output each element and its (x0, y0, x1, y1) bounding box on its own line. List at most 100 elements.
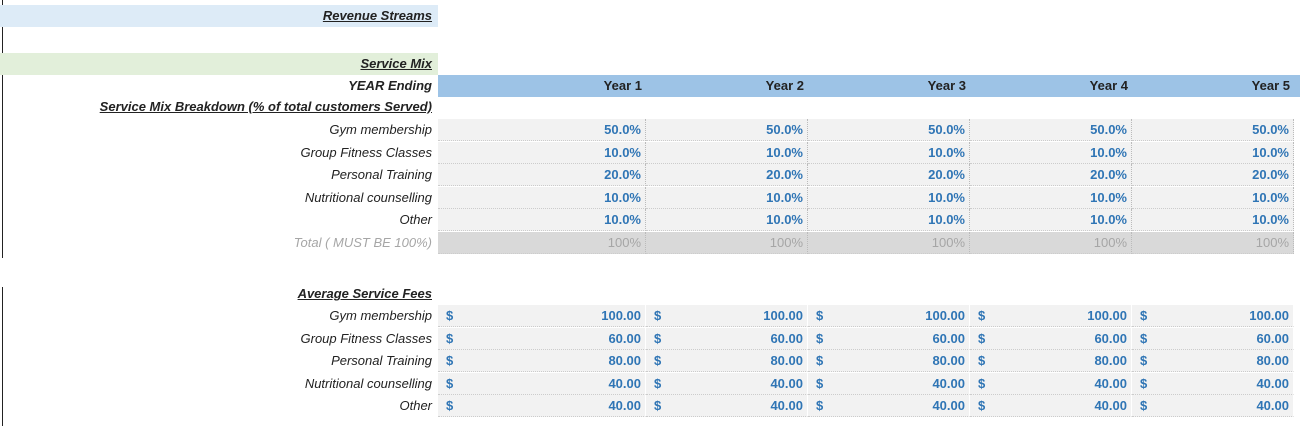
currency-symbol: $ (1140, 375, 1148, 391)
currency-symbol: $ (446, 330, 454, 346)
fee-cell: 40.00 (438, 372, 646, 395)
fee-cell: 40.00 (646, 372, 808, 395)
row-label: Personal Training (331, 167, 432, 183)
fee-cell: 40.00 (808, 395, 970, 418)
percent-cell: 10.0% (646, 209, 808, 232)
currency-symbol: $ (1140, 353, 1148, 369)
currency-symbol: $ (654, 330, 662, 346)
percent-cell: 50.0% (1132, 119, 1294, 141)
percent-cell: 20.0% (438, 164, 646, 187)
percent-cell: 10.0% (646, 186, 808, 209)
fee-cell: 80.00 (808, 350, 970, 373)
currency-symbol: $ (654, 375, 662, 391)
currency-symbol: $ (1140, 398, 1148, 414)
fee-cell: 100.00 (808, 305, 970, 327)
fee-cell: 80.00 (646, 350, 808, 373)
title-band (0, 5, 438, 27)
percent-cell: 50.0% (646, 119, 808, 141)
total-cell: 100% (808, 232, 970, 254)
percent-cell: 20.0% (808, 164, 970, 187)
fee-cell: 60.00 (970, 327, 1132, 350)
currency-symbol: $ (816, 353, 824, 369)
fee-cell: 40.00 (438, 395, 646, 418)
currency-symbol: $ (446, 398, 454, 414)
section-title: Revenue Streams (322, 8, 432, 23)
percent-cell: 10.0% (970, 141, 1132, 164)
currency-symbol: $ (654, 398, 662, 414)
fees-title: Average Service Fees (297, 286, 432, 301)
percent-cell: 10.0% (646, 141, 808, 164)
year-header: Year 4 (1089, 78, 1128, 93)
currency-symbol: $ (654, 308, 662, 323)
breakdown-title: Service Mix Breakdown (% of total custom… (99, 99, 432, 114)
total-cell: 100% (646, 232, 808, 254)
currency-symbol: $ (446, 375, 454, 391)
fee-cell: 40.00 (646, 395, 808, 418)
row-label: Group Fitness Classes (300, 144, 433, 160)
currency-symbol: $ (978, 330, 986, 346)
sheet-border (2, 0, 3, 258)
mix-title: Service Mix (360, 56, 432, 71)
currency-symbol: $ (1140, 330, 1148, 346)
fee-cell: 100.00 (646, 305, 808, 327)
percent-cell: 10.0% (970, 209, 1132, 232)
mix-band (0, 53, 438, 75)
currency-symbol: $ (978, 398, 986, 414)
percent-cell: 10.0% (1132, 141, 1294, 164)
fee-cell: 60.00 (646, 327, 808, 350)
row-label: Nutritional counselling (304, 189, 432, 205)
percent-cell: 20.0% (1132, 164, 1294, 187)
row-label: Other (399, 212, 432, 228)
total-cell: 100% (1132, 232, 1294, 254)
row-label: Nutritional counselling (304, 375, 432, 391)
fee-cell: 100.00 (438, 305, 646, 327)
percent-cell: 50.0% (808, 119, 970, 141)
fee-cell: 40.00 (1132, 395, 1294, 418)
year-header: Year 3 (927, 78, 966, 93)
currency-symbol: $ (446, 308, 454, 323)
year-band (438, 75, 1300, 97)
fee-cell: 80.00 (970, 350, 1132, 373)
fee-cell: 60.00 (1132, 327, 1294, 350)
fee-cell: 40.00 (808, 372, 970, 395)
percent-cell: 50.0% (970, 119, 1132, 141)
total-cell: 100% (970, 232, 1132, 254)
currency-symbol: $ (978, 375, 986, 391)
currency-symbol: $ (978, 353, 986, 369)
percent-cell: 50.0% (438, 119, 646, 141)
currency-symbol: $ (446, 353, 454, 369)
percent-cell: 10.0% (1132, 186, 1294, 209)
fee-cell: 40.00 (970, 395, 1132, 418)
percent-cell: 20.0% (646, 164, 808, 187)
year-header: Year 1 (603, 78, 642, 93)
fee-cell: 60.00 (808, 327, 970, 350)
percent-cell: 20.0% (970, 164, 1132, 187)
row-label: Gym membership (329, 308, 432, 323)
fee-cell: 100.00 (1132, 305, 1294, 327)
sheet-border (2, 287, 3, 426)
year-header: Year 5 (1251, 78, 1290, 93)
percent-cell: 10.0% (438, 209, 646, 232)
percent-cell: 10.0% (438, 141, 646, 164)
fee-cell: 40.00 (970, 372, 1132, 395)
percent-cell: 10.0% (1132, 209, 1294, 232)
fee-cell: 80.00 (438, 350, 646, 373)
row-label: Personal Training (331, 353, 432, 369)
fee-cell: 100.00 (970, 305, 1132, 327)
currency-symbol: $ (1140, 308, 1148, 323)
fee-cell: 40.00 (1132, 372, 1294, 395)
percent-cell: 10.0% (808, 209, 970, 232)
row-label: Other (399, 398, 432, 414)
currency-symbol: $ (816, 398, 824, 414)
total-cell: 100% (438, 232, 646, 254)
fee-cell: 60.00 (438, 327, 646, 350)
currency-symbol: $ (654, 353, 662, 369)
total-label: Total ( MUST BE 100%) (293, 235, 432, 250)
year-header: Year 2 (765, 78, 804, 93)
currency-symbol: $ (816, 308, 824, 323)
currency-symbol: $ (816, 330, 824, 346)
currency-symbol: $ (978, 308, 986, 323)
percent-cell: 10.0% (970, 186, 1132, 209)
year-label: YEAR Ending (348, 78, 432, 93)
